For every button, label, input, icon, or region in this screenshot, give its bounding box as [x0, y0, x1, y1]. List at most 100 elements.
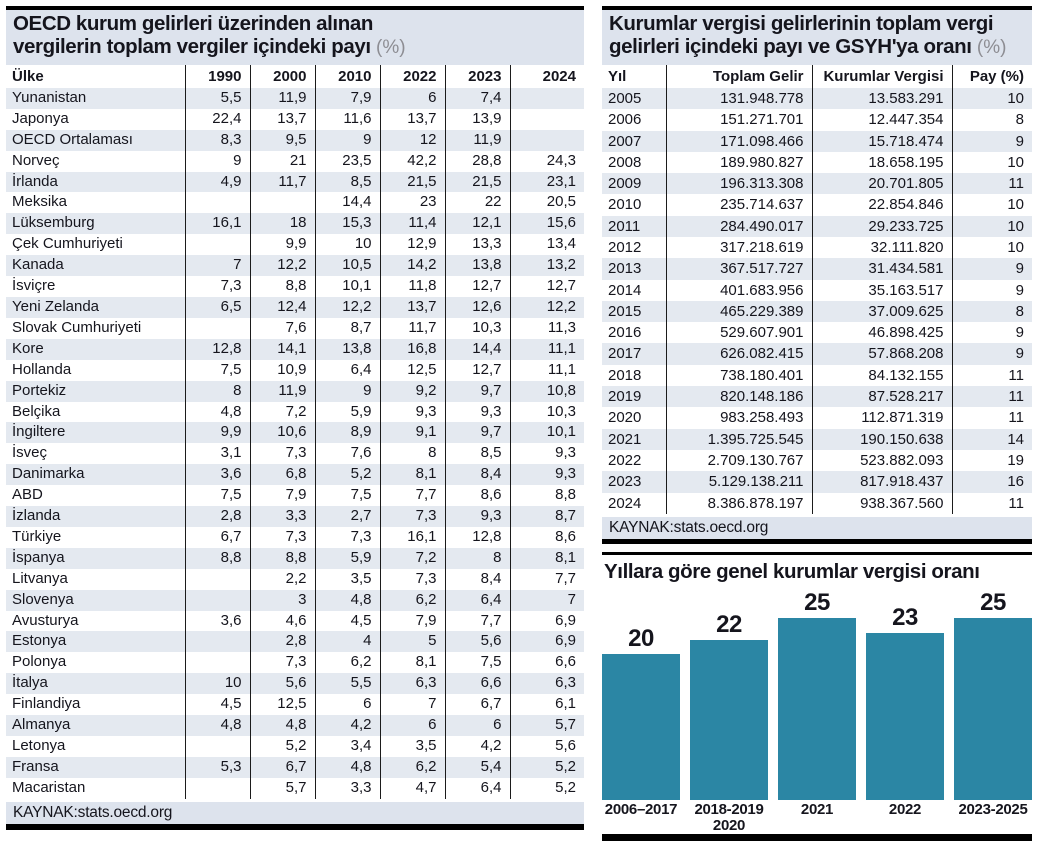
row-label-cell: Slovak Cumhuriyeti — [6, 317, 186, 339]
value-cell: 4,7 — [380, 777, 446, 799]
value-cell: 9,3 — [445, 401, 511, 423]
row-label-cell: 2006 — [602, 109, 667, 131]
value-cell: 13,7 — [380, 108, 446, 130]
value-cell: 13,8 — [445, 255, 511, 277]
row-label-cell: Japonya — [6, 108, 186, 130]
value-cell: 8 — [380, 443, 446, 465]
value-cell: 23,5 — [315, 150, 381, 172]
value-cell: 8,9 — [315, 422, 381, 444]
row-label-cell: Türkiye — [6, 526, 186, 548]
value-cell: 7,3 — [250, 652, 316, 674]
value-cell: 5,4 — [445, 756, 511, 778]
value-cell: 12,2 — [546, 297, 576, 315]
value-cell: 4,5 — [185, 694, 251, 716]
value-cell: 14,4 — [445, 338, 511, 360]
corporate-tax-table-panel: Kurumlar vergisi gelirlerinin toplam ver… — [602, 6, 1032, 544]
row-label-cell: 2021 — [602, 428, 667, 450]
x-axis-label: 2023-2025 — [958, 801, 1028, 818]
column-header: Yıl — [602, 64, 667, 88]
value-cell: 13,3 — [445, 234, 511, 256]
value-cell: 7,2 — [380, 547, 446, 569]
table-row: 2009 196.313.308 20.701.805 11 — [602, 173, 1032, 195]
table-row: Litvanya 2,2 3,5 7,3 8,4 7,7 — [6, 568, 584, 590]
value-cell: 9 — [1015, 324, 1024, 342]
value-cell: 16,1 — [380, 526, 446, 548]
value-cell: 5,6 — [445, 631, 511, 653]
top-border-rule — [6, 6, 584, 10]
value-cell: 9,7 — [445, 380, 511, 402]
value-cell: 5,2 — [555, 778, 576, 796]
row-label-cell: 2022 — [602, 449, 667, 472]
value-cell: 7,5 — [315, 485, 381, 507]
row-label-cell: Portekiz — [6, 380, 186, 402]
value-cell: 9,9 — [185, 422, 251, 444]
value-cell: 12,4 — [250, 296, 316, 318]
value-cell: 8 — [1015, 111, 1024, 129]
table-row: Finlandiya 4,5 12,5 6 7 6,7 6,1 — [6, 694, 584, 716]
value-cell: 9,3 — [555, 444, 576, 462]
value-cell: 13,2 — [546, 256, 576, 274]
value-cell: 5,7 — [555, 716, 576, 734]
value-cell: 4,2 — [315, 715, 381, 736]
right-title-line1: Kurumlar vergisi gelirlerinin toplam ver… — [609, 12, 994, 35]
value-cell: 12,9 — [380, 234, 446, 256]
value-cell: 626.082.415 — [666, 343, 813, 365]
value-cell: 5,3 — [185, 756, 251, 778]
row-label-cell: 2017 — [602, 343, 667, 365]
value-cell: 3,5 — [380, 736, 446, 757]
value-cell: 12.447.354 — [812, 109, 953, 131]
column-header: Kurumlar Vergisi — [812, 64, 953, 88]
value-cell: 6,6 — [445, 673, 511, 695]
table-row: 2023 5.129.138.211 817.918.437 16 — [602, 471, 1032, 493]
value-cell: 10 — [315, 234, 381, 256]
right-title-line2: gelirleri içindeki payı ve GSYH'ya oranı… — [609, 34, 1007, 58]
value-cell: 7,6 — [250, 317, 316, 339]
table-row: 2007 171.098.466 15.718.474 9 — [602, 130, 1032, 152]
row-label-cell: Estonya — [6, 631, 186, 653]
value-cell: 16,1 — [185, 213, 251, 235]
value-cell: 35.163.517 — [812, 279, 953, 301]
value-cell: 10 — [1007, 153, 1024, 171]
value-cell: 820.148.186 — [666, 386, 813, 408]
value-cell: 151.271.701 — [666, 109, 813, 131]
value-cell: 87.528.217 — [812, 386, 953, 408]
value-cell: 1.395.725.545 — [666, 428, 813, 450]
table-row: Kore 12,8 14,1 13,8 16,8 14,4 11,1 — [6, 338, 584, 360]
right-table-title: Kurumlar vergisi gelirlerinin toplam ver… — [602, 10, 1032, 65]
chart-title: Yıllara göre genel kurumlar vergisi oran… — [604, 560, 980, 583]
value-cell: 11 — [1008, 409, 1024, 427]
bar — [866, 633, 944, 800]
table-row: Belçika 4,8 7,2 5,9 9,3 9,3 10,3 — [6, 401, 584, 423]
table-row: İrlanda 4,9 11,7 8,5 21,5 21,5 23,1 — [6, 171, 584, 193]
value-cell: 7,5 — [185, 485, 251, 507]
value-cell: 5,2 — [555, 757, 576, 775]
percent-unit-label: (%) — [376, 36, 406, 58]
bar-value-label: 22 — [716, 611, 742, 638]
value-cell: 29.233.725 — [812, 215, 953, 237]
value-cell: 7 — [185, 255, 251, 277]
table-row: 2010 235.714.637 22.854.846 10 — [602, 194, 1032, 216]
row-label-cell: 2019 — [602, 386, 667, 408]
row-label-cell: 2024 — [602, 492, 667, 514]
row-label-cell: 2005 — [602, 87, 667, 110]
value-cell: 7,9 — [250, 485, 316, 507]
value-cell: 465.229.389 — [666, 300, 813, 323]
row-label-cell: Çek Cumhuriyeti — [6, 234, 186, 256]
value-cell: 4,9 — [185, 171, 251, 193]
value-cell: 9 — [185, 150, 251, 172]
value-cell: 7,6 — [315, 443, 381, 465]
value-cell: 6,4 — [445, 777, 511, 799]
value-cell: 21,5 — [445, 171, 511, 193]
value-cell: 7,3 — [380, 506, 446, 527]
value-cell: 8 — [445, 547, 511, 569]
value-cell — [510, 109, 584, 130]
value-cell: 3,4 — [315, 736, 381, 757]
value-cell: 14,2 — [380, 255, 446, 277]
bar-value-label: 23 — [892, 604, 918, 631]
value-cell: 284.490.017 — [666, 215, 813, 237]
row-label-cell: 2014 — [602, 279, 667, 301]
table-row: 2008 189.980.827 18.658.195 10 — [602, 151, 1032, 174]
table-row: Meksika 14,4 23 22 20,5 — [6, 192, 584, 214]
bar-group: 20 — [602, 627, 680, 800]
row-label-cell: 2007 — [602, 130, 667, 152]
